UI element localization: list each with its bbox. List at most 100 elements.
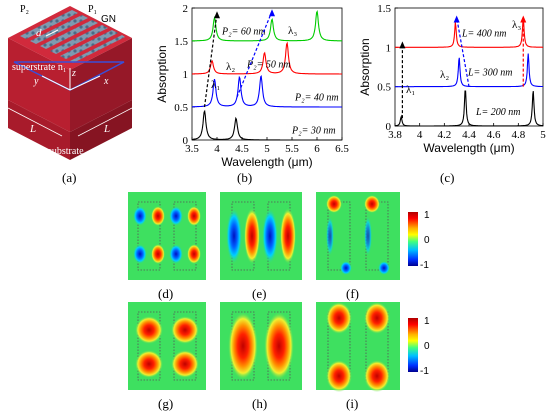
axis-y [41, 75, 71, 91]
label-d: d [36, 27, 42, 39]
series-label: L= 200 nm [475, 107, 521, 118]
series-line [395, 18, 543, 48]
pointer-d [45, 29, 59, 37]
arrow-head [399, 41, 406, 49]
arrow-head [453, 15, 460, 23]
label-x: x [103, 76, 109, 87]
x-axis-label: Wavelength (μm) [423, 141, 514, 155]
label-substrate: substrate [48, 146, 84, 157]
colorbar-tick: -1 [420, 260, 429, 271]
panel-label-c: (c) [440, 170, 454, 185]
y-axis-label: Absorption [358, 38, 372, 95]
x-tick-label: 6 [314, 143, 320, 155]
colorbar-tick: 1 [424, 316, 430, 327]
panel-label-f: (f) [346, 286, 359, 301]
x-tick-label: 4.4 [462, 129, 476, 141]
grating-band [40, 20, 98, 49]
x-tick-label: 5 [540, 129, 546, 141]
arrow-head [269, 9, 275, 17]
series-line [192, 74, 342, 108]
chart-b: 3.5 4 4.5 5 5.5 6 6.5 0 0.5 1 1.5 2 Wavelength (μm) A… [155, 3, 349, 169]
schematic-panel: P₂ P₁ GN d superstrate n₁ x y z L L subs… [7, 4, 133, 160]
y-tick-label: 0 [386, 121, 392, 133]
shift-arrow [203, 13, 218, 108]
y-axis-label: Absorption [155, 45, 169, 102]
grating-band [70, 35, 125, 63]
series-label: P₂= 40 nm [294, 92, 339, 103]
series-label: L= 400 nm [461, 28, 507, 39]
shift-arrow [236, 11, 273, 98]
grating-band [20, 10, 78, 39]
label-superstrate: superstrate n₁ [12, 62, 66, 73]
dim-L-left [7, 107, 63, 137]
lambda-annotation: λ₁ [211, 79, 220, 91]
grating-band [30, 15, 88, 44]
x-tick-label: 5.5 [285, 143, 299, 155]
colorbar-tick: 0 [424, 341, 430, 352]
label-L-right: L [103, 123, 110, 135]
lambda-annotation: λ₃ [288, 25, 297, 37]
y-tick-label: 1.5 [174, 36, 188, 48]
arrow-head [520, 15, 527, 23]
label-gn: GN [101, 14, 116, 25]
x-tick-label: 4.6 [487, 129, 501, 141]
y-tick-label: 1 [183, 69, 189, 81]
panel-label-d: (d) [158, 286, 173, 301]
label-p2: P₂ [20, 4, 29, 15]
y-tick-label: 0.5 [174, 102, 188, 114]
colorbar-tick: 0 [424, 235, 430, 246]
fieldmap-e [220, 192, 302, 280]
series-line [192, 109, 342, 141]
series-label: P₂= 30 nm [291, 125, 336, 136]
series-label: L= 300 nm [467, 68, 513, 79]
y-tick-label: 1.5 [377, 3, 391, 15]
x-tick-label: 6.5 [335, 143, 349, 155]
panel-label-g: (g) [158, 396, 173, 411]
shift-arrow [456, 17, 470, 87]
substrate-left [8, 100, 70, 160]
y-tick-label: 1 [386, 42, 392, 54]
substrate-right [70, 100, 132, 160]
label-y: y [33, 76, 39, 87]
x-tick-label: 4 [417, 129, 423, 141]
lambda-annotation: λ₂ [226, 61, 235, 73]
panel-label-b: (b) [237, 170, 252, 185]
fieldmap-i [316, 302, 400, 392]
grating-band [50, 25, 108, 54]
label-L-left: L [29, 123, 36, 135]
axis-x [69, 75, 101, 91]
x-tick-label: 3.5 [185, 143, 199, 155]
fieldmap-h [220, 302, 302, 390]
series-line [192, 9, 342, 42]
series-label: P₂= 50 nm [246, 59, 291, 70]
y-tick-label: 2 [183, 3, 189, 15]
colorbar-top: 1 0 -1 [408, 210, 430, 271]
y-tick-label: 0.5 [377, 82, 391, 94]
x-axis-label: Wavelength (μm) [221, 155, 312, 169]
panel-label-h: (h) [252, 396, 267, 411]
lambda-annotation: λ₁ [406, 84, 415, 96]
colorbar-bottom: 1 0 -1 [408, 316, 430, 377]
x-tick-label: 5 [264, 143, 270, 155]
fieldmap-g [128, 302, 206, 390]
arrow-head [214, 11, 220, 19]
fieldmap-d [128, 192, 206, 280]
label-z: z [71, 68, 76, 79]
label-p1: P₁ [88, 4, 97, 15]
dim-L-right [77, 107, 133, 137]
x-tick-label: 3.8 [388, 129, 402, 141]
x-tick-label: 4.8 [511, 129, 525, 141]
colorbar-tick: 1 [424, 210, 430, 221]
panel-label-i: (i) [346, 396, 358, 411]
lambda-annotation: λ₂ [440, 69, 449, 81]
grating-band [60, 30, 118, 59]
x-tick-label: 4.5 [235, 143, 249, 155]
x-tick-label: 4 [214, 143, 220, 155]
fieldmap-f [316, 192, 400, 280]
series-line [192, 41, 342, 75]
series-label: P₂= 60 nm [221, 26, 266, 37]
lambda-annotation: λ₃ [512, 19, 521, 31]
panel-label-e: (e) [252, 286, 266, 301]
x-tick-label: 4.2 [437, 129, 451, 141]
